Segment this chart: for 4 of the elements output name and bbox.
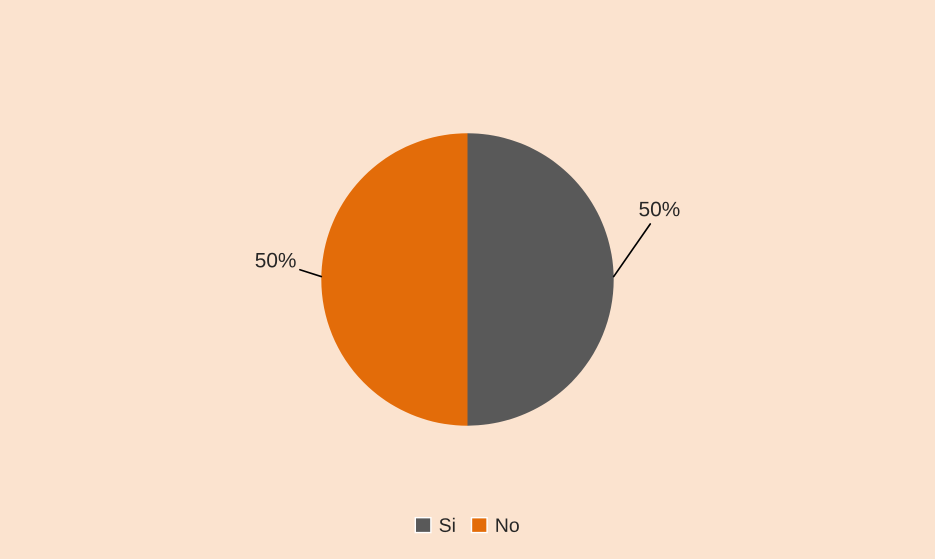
data-label: 50%: [639, 202, 680, 216]
data-label: 50%: [256, 252, 296, 268]
legend-label: Si: [440, 518, 455, 532]
legend-label: No: [496, 518, 519, 532]
